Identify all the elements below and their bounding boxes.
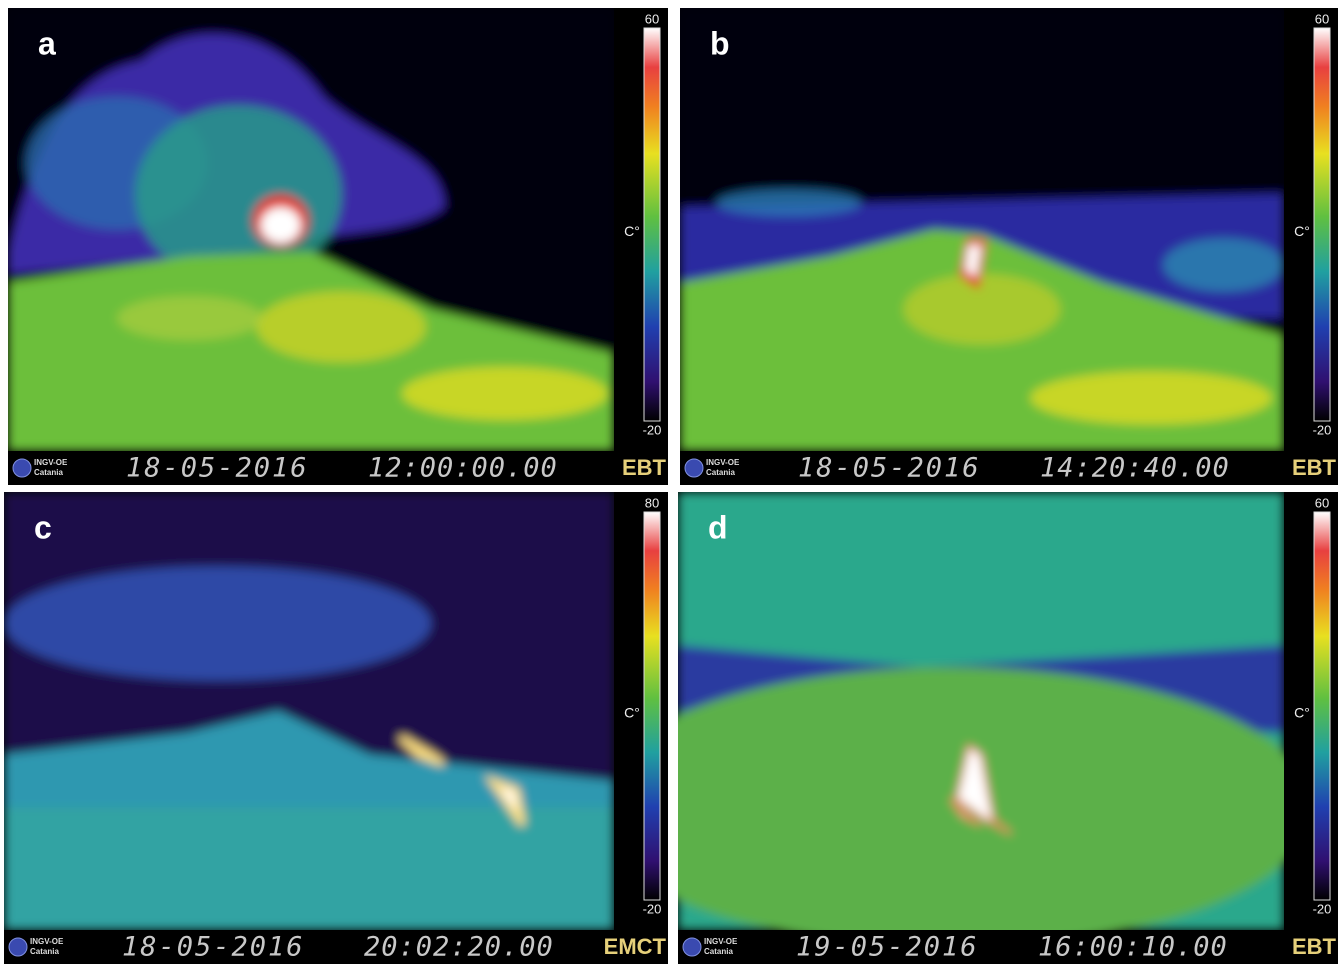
- scene-shapes: [4, 492, 614, 930]
- logo-globe: [9, 938, 27, 956]
- date: 19-05-2016: [796, 932, 979, 963]
- logo-name: INGV-OE: [704, 937, 738, 946]
- unit: C°: [1294, 223, 1310, 239]
- scale-min: -20: [643, 422, 662, 437]
- scene-shapes: [678, 492, 1314, 948]
- scene: [680, 8, 1284, 451]
- logo-globe: [685, 459, 703, 477]
- camera: EBT: [1292, 934, 1337, 959]
- camera: EBT: [1292, 455, 1337, 480]
- logo-city: Catania: [34, 468, 63, 477]
- thermal-region: [261, 207, 301, 243]
- scale-max: 80: [645, 495, 659, 510]
- unit: C°: [1294, 704, 1310, 720]
- scene-shapes: [680, 8, 1284, 451]
- time: 20:02:20.00: [364, 932, 554, 963]
- thermal-region: [4, 566, 431, 680]
- panel-label: d: [708, 509, 728, 545]
- scale-max: 60: [1315, 495, 1329, 510]
- logo-city: Catania: [706, 468, 735, 477]
- scene-shapes: [8, 8, 614, 451]
- time: 14:20:40.00: [1040, 453, 1230, 484]
- logo-name: INGV-OE: [706, 458, 740, 467]
- color-scale: [644, 28, 660, 421]
- logo-globe: [13, 459, 31, 477]
- unit: C°: [624, 704, 640, 720]
- scale-min: -20: [1313, 422, 1332, 437]
- thermal-region: [402, 367, 608, 420]
- date: 18-05-2016: [126, 453, 309, 484]
- page: a60-20C°INGV-OECatania18-05-201612:00:00…: [0, 0, 1344, 966]
- logo-name: INGV-OE: [34, 458, 68, 467]
- thermal-region: [1163, 238, 1284, 291]
- panel-label: b: [710, 25, 730, 61]
- thermal-region: [903, 274, 1060, 345]
- logo-globe: [683, 938, 701, 956]
- logo-city: Catania: [30, 947, 59, 956]
- color-scale: [644, 512, 660, 900]
- color-scale: [1314, 512, 1330, 900]
- scale-min: -20: [643, 901, 662, 916]
- panel-label: a: [38, 25, 56, 61]
- thermal-region: [117, 296, 262, 340]
- date: 18-05-2016: [122, 932, 305, 963]
- scene: [4, 492, 614, 930]
- scale-max: 60: [1315, 11, 1329, 26]
- thermal-region: [716, 190, 861, 217]
- scale-min: -20: [1313, 901, 1332, 916]
- color-scale: [1314, 28, 1330, 421]
- thermal-region: [4, 807, 614, 930]
- unit: C°: [624, 223, 640, 239]
- time: 16:00:10.00: [1038, 932, 1228, 963]
- camera: EMCT: [604, 934, 667, 959]
- date: 18-05-2016: [798, 453, 981, 484]
- camera: EBT: [622, 455, 667, 480]
- logo-name: INGV-OE: [30, 937, 64, 946]
- logo-city: Catania: [704, 947, 733, 956]
- thermal-region: [1030, 371, 1272, 424]
- scale-max: 60: [645, 11, 659, 26]
- thermal-region: [256, 292, 426, 363]
- scene: [678, 492, 1314, 948]
- time: 12:00:00.00: [368, 453, 558, 484]
- panel-label: c: [34, 509, 52, 545]
- scene: [8, 8, 614, 451]
- thermal-region: [968, 247, 979, 274]
